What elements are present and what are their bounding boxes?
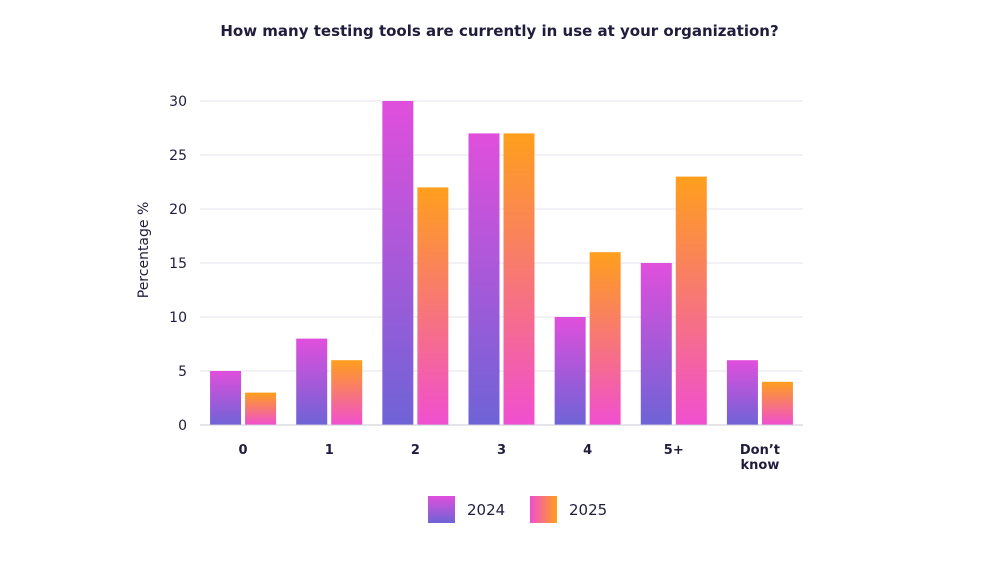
y-tick-label: 5 [178,364,187,380]
y-tick-label: 25 [169,148,187,164]
y-tick-labels: 0 5 10 15 20 25 30 [169,94,187,434]
x-tick-label: 5+ [664,443,684,458]
bar-2024-1 [296,338,328,425]
x-tick-labels: 0 1 2 3 4 5+ Don’t know [239,443,780,473]
y-tick-label: 15 [169,256,187,272]
bars [210,101,793,425]
bar-2024-4 [554,317,586,425]
legend-label-2025: 2025 [569,501,607,519]
legend: 2024 2025 [428,496,607,523]
bar-2025-dontknow [761,381,793,425]
bar-2025-2 [417,187,449,425]
y-tick-label: 10 [169,310,187,326]
bar-2025-5+ [675,176,707,425]
bar-2024-dontknow [726,360,758,425]
legend-swatch-2024 [428,496,455,523]
y-axis-label: Percentage % [136,202,152,299]
x-tick-label: 1 [325,443,334,458]
x-tick-label: 3 [497,443,506,458]
bar-2025-1 [331,360,363,425]
x-tick-label: 0 [239,443,248,458]
bar-2025-0 [245,392,277,425]
bar-2025-3 [503,133,535,425]
bar-2024-3 [468,133,500,425]
bar-2024-2 [382,101,414,425]
y-tick-label: 20 [169,202,187,218]
y-tick-label: 0 [178,418,187,434]
bar-2024-5+ [640,263,672,425]
x-tick-label: 4 [583,443,592,458]
legend-label-2024: 2024 [467,501,505,519]
bar-2024-0 [210,371,242,425]
gridlines [200,100,803,372]
bar-2025-4 [589,252,621,425]
chart-title: How many testing tools are currently in … [220,22,779,40]
legend-swatch-2025 [530,496,557,523]
y-tick-label: 30 [169,94,187,110]
x-tick-label: 2 [411,443,420,458]
x-tick-label: Don’t know [740,443,780,473]
